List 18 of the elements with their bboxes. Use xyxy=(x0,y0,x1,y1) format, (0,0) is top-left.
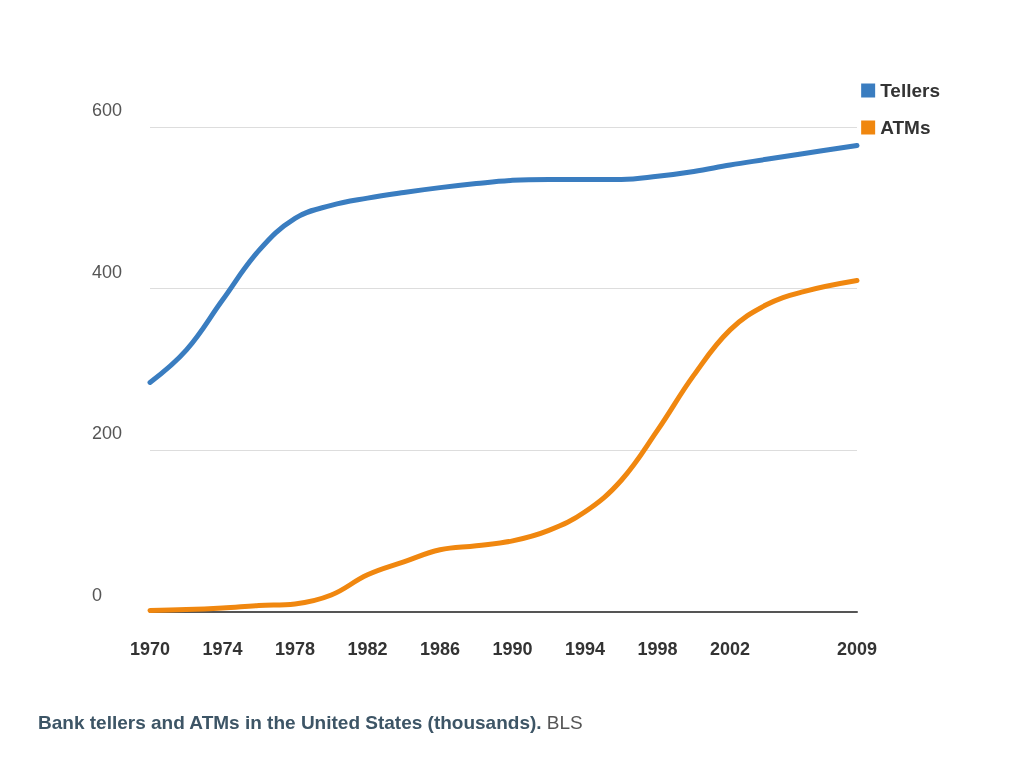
text: BLS xyxy=(546,712,583,733)
x-tick-label: 2009 xyxy=(836,639,878,659)
y-tick-label: 600 xyxy=(92,100,123,120)
x-tick-label: 1978 xyxy=(275,639,316,659)
y-tick-label: 0 xyxy=(92,585,103,605)
x-tick-label: 1994 xyxy=(565,639,606,659)
x-tick-label: 1982 xyxy=(347,639,388,659)
x-tick-label: 2002 xyxy=(710,639,751,659)
x-tick-label: 1986 xyxy=(420,639,461,659)
x-tick-label: 1974 xyxy=(202,639,243,659)
legend-label: Tellers xyxy=(880,80,941,101)
text: Bank tellers and ATMs in the United States (thousands). xyxy=(38,712,542,733)
x-tick-label: 1998 xyxy=(637,639,678,659)
y-tick-label: 400 xyxy=(92,261,123,282)
y-tick-label: 200 xyxy=(92,423,123,444)
x-tick-label: 1990 xyxy=(492,639,533,659)
x-tick-label: 1970 xyxy=(129,639,171,659)
legend-label: ATMs xyxy=(880,117,931,138)
